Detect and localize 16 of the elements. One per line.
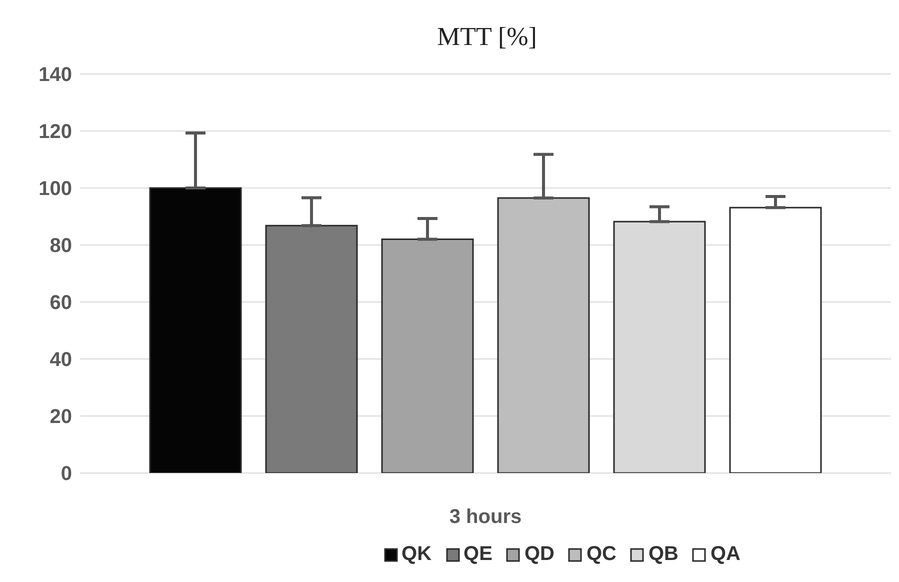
y-tick-label: 120 bbox=[38, 121, 72, 144]
x-tick-label: 3 hours bbox=[449, 506, 522, 528]
y-tick-label: 80 bbox=[50, 235, 72, 258]
y-tick-label: 140 bbox=[38, 64, 72, 86]
legend-label: QA bbox=[710, 543, 740, 566]
y-tick-label: 60 bbox=[50, 292, 72, 314]
chart-title: MTT [%] bbox=[436, 22, 538, 52]
y-tick-label: 20 bbox=[50, 406, 72, 428]
y-tick-label: 40 bbox=[50, 349, 72, 372]
legend-label: QB bbox=[648, 543, 678, 566]
legend-label: QD bbox=[524, 543, 554, 566]
y-tick-label: 0 bbox=[60, 463, 72, 486]
legend-label: QE bbox=[464, 543, 492, 566]
legend-label: QK bbox=[402, 543, 432, 566]
y-tick-label: 100 bbox=[38, 178, 72, 200]
legend-label: QC bbox=[586, 543, 616, 566]
